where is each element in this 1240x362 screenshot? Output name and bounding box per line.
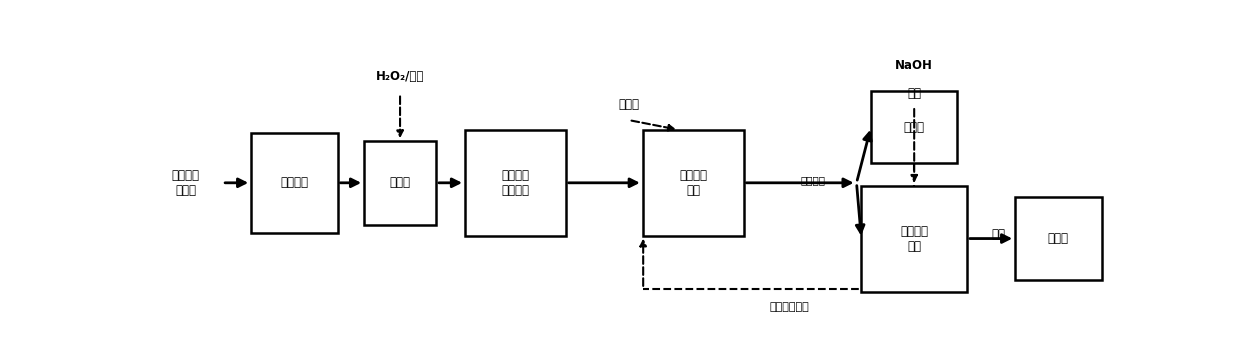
Text: 浓硫酸: 浓硫酸 — [904, 121, 925, 134]
Text: 碱化: 碱化 — [908, 87, 921, 100]
Text: 破碎处理: 破碎处理 — [280, 176, 309, 189]
FancyBboxPatch shape — [1016, 197, 1101, 280]
Text: 固液分离: 固液分离 — [801, 175, 826, 185]
FancyBboxPatch shape — [465, 130, 565, 236]
Text: 中温磺化
反应: 中温磺化 反应 — [680, 169, 707, 197]
FancyBboxPatch shape — [365, 141, 436, 224]
FancyBboxPatch shape — [250, 132, 337, 233]
FancyBboxPatch shape — [870, 91, 957, 163]
Text: 吸附剂: 吸附剂 — [1048, 232, 1069, 245]
Text: 水洗: 水洗 — [992, 228, 1006, 241]
Text: 部分硫酸回用: 部分硫酸回用 — [769, 302, 810, 312]
Text: 预反应: 预反应 — [389, 176, 410, 189]
Text: 废聚氯乙
烯塑料: 废聚氯乙 烯塑料 — [172, 169, 200, 197]
Text: NaOH: NaOH — [895, 59, 934, 72]
Text: H₂O₂/吐量: H₂O₂/吐量 — [376, 70, 424, 83]
Text: 高温催化
硫化反应: 高温催化 硫化反应 — [501, 169, 529, 197]
FancyBboxPatch shape — [642, 130, 744, 236]
Text: 浓硫酸: 浓硫酸 — [619, 98, 640, 111]
Text: 磺化碳化
产物: 磺化碳化 产物 — [900, 224, 929, 253]
FancyBboxPatch shape — [862, 186, 967, 291]
